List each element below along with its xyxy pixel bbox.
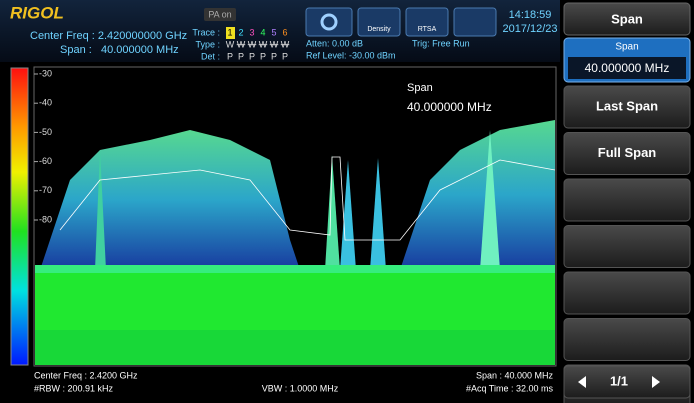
trace-type: W xyxy=(226,39,235,49)
footer-rbw: #RBW : 200.91 kHz xyxy=(34,383,114,393)
ref-level: Ref Level: -30.00 dBm xyxy=(306,50,396,60)
layout-button[interactable] xyxy=(453,7,497,37)
span: Span : 40.000000 MHz xyxy=(60,44,179,56)
y-axis: -30 -40 -50 -60 -70 -80 xyxy=(34,68,52,224)
pa-label: PA on xyxy=(208,9,231,19)
menu-title: Span xyxy=(611,11,643,26)
pa-button[interactable] xyxy=(204,8,236,21)
center-freq: Center Freq : 2.420000000 GHz xyxy=(30,30,187,42)
density-button[interactable] xyxy=(357,7,401,37)
trace-detector: P xyxy=(282,51,288,61)
softkey[interactable] xyxy=(563,178,691,222)
prev-page[interactable] xyxy=(578,376,586,388)
trace-label: Trace : xyxy=(192,27,220,37)
trace-detector: P xyxy=(238,51,244,61)
time: 14:18:59 xyxy=(509,9,552,21)
trace-detector: P xyxy=(260,51,266,61)
softkey[interactable] xyxy=(563,85,691,129)
trace-type: W xyxy=(237,39,246,49)
trace-type: W xyxy=(259,39,268,49)
trace-type: W xyxy=(248,39,257,49)
trace-detector: P xyxy=(271,51,277,61)
y-tick-label: -40 xyxy=(39,98,52,108)
page-bar xyxy=(563,365,691,399)
y-tick-label: -80 xyxy=(39,214,52,224)
gear-icon xyxy=(320,13,338,31)
footer-vbw: VBW : 1.0000 MHz xyxy=(262,383,339,393)
y-tick-label: -70 xyxy=(39,185,52,195)
menu-title-box xyxy=(563,2,691,36)
rtsa-button[interactable] xyxy=(405,7,449,37)
span-key-value: 40.000000 MHz xyxy=(585,61,670,75)
trace-number[interactable]: 5 xyxy=(271,27,276,37)
trace-detector: P xyxy=(227,51,233,61)
softkey[interactable] xyxy=(563,271,691,315)
trace-number[interactable]: 3 xyxy=(249,27,254,37)
date: 2017/12/23 xyxy=(502,23,557,35)
atten: Atten: 0.00 dB xyxy=(306,38,363,48)
footer-span: Span : 40.000 MHz xyxy=(476,370,554,380)
trace-number[interactable]: 6 xyxy=(282,27,287,37)
trace-number[interactable]: 1 xyxy=(227,27,232,37)
y-tick-label: -60 xyxy=(39,156,52,166)
trace-highlight xyxy=(226,27,235,39)
softkey-menu: Span Span 40.000000 MHz Last Span Full Sp… xyxy=(563,2,691,403)
trace-number[interactable]: 2 xyxy=(238,27,243,37)
density-label: Density xyxy=(367,26,391,33)
y-tick-label: -50 xyxy=(39,127,52,137)
page-indicator: 1/1 xyxy=(610,373,628,388)
softkey[interactable] xyxy=(563,318,691,361)
trigger: Trig: Free Run xyxy=(412,38,470,48)
trace-type: W xyxy=(270,39,279,49)
type-label: Type : xyxy=(195,39,220,49)
trace-type: W xyxy=(281,39,290,49)
marker-value: 40.000000 MHz xyxy=(407,100,492,114)
next-page[interactable] xyxy=(652,376,660,388)
density-spectrum xyxy=(35,120,556,365)
trace-detector: P xyxy=(249,51,255,61)
rtsa-label: RTSA xyxy=(418,26,437,33)
softkey-label: Full Span xyxy=(598,145,657,160)
trace-number[interactable]: 4 xyxy=(260,27,265,37)
y-tick-label: -30 xyxy=(39,68,52,78)
footer-center-freq: Center Freq : 2.4200 GHz xyxy=(34,370,138,380)
settings-button[interactable] xyxy=(305,7,353,37)
logo: RIGOL xyxy=(10,3,64,22)
marker-title: Span xyxy=(407,82,433,94)
color-bar xyxy=(10,67,29,366)
softkey[interactable] xyxy=(563,225,691,268)
span-key-label: Span xyxy=(615,42,638,53)
footer-acq-time: #Acq Time : 32.00 ms xyxy=(466,383,554,393)
span-key-value-box xyxy=(568,57,686,79)
det-label: Det : xyxy=(201,51,220,61)
softkey[interactable] xyxy=(563,132,691,175)
softkey-label: Last Span xyxy=(596,98,658,113)
